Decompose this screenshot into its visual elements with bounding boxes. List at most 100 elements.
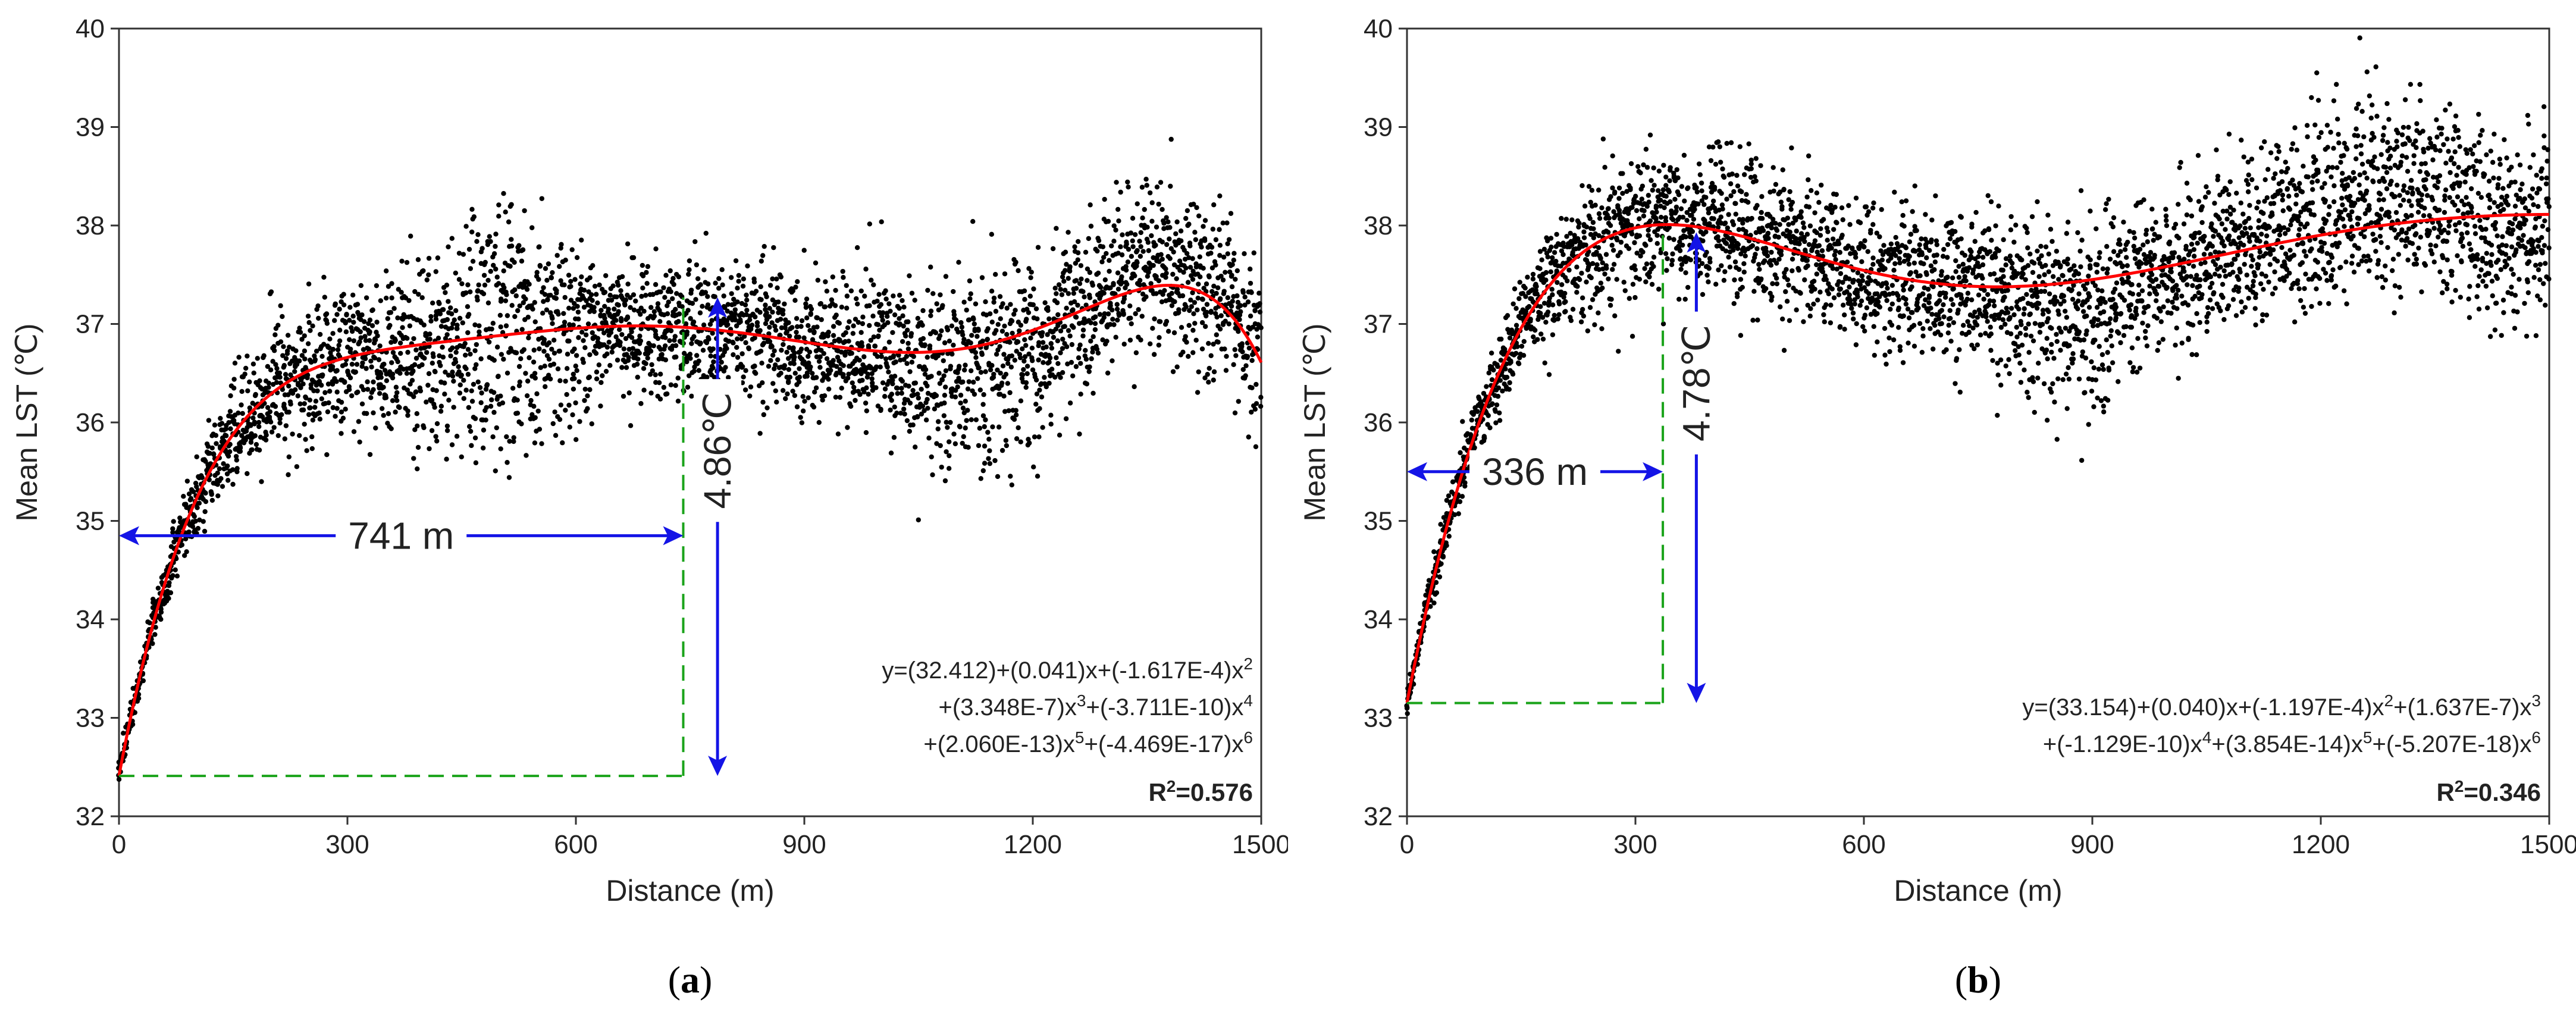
- scatter-point: [1168, 183, 1173, 189]
- scatter-point: [349, 361, 355, 367]
- scatter-point: [472, 348, 478, 353]
- scatter-point: [541, 285, 546, 290]
- scatter-point: [735, 355, 741, 360]
- scatter-point: [861, 389, 867, 394]
- scatter-point: [883, 288, 888, 293]
- scatter-point: [457, 390, 463, 396]
- scatter-point: [1021, 288, 1027, 294]
- scatter-point: [1575, 284, 1580, 289]
- scatter-point: [550, 321, 555, 326]
- scatter-point: [202, 509, 208, 515]
- scatter-point: [973, 350, 979, 355]
- scatter-point: [557, 416, 563, 422]
- scatter-point: [651, 343, 656, 349]
- scatter-point: [337, 306, 342, 312]
- scatter-point: [1586, 184, 1592, 189]
- scatter-point: [158, 616, 164, 622]
- scatter-point: [1519, 343, 1525, 349]
- scatter-point: [598, 380, 604, 386]
- scatter-point: [330, 405, 336, 411]
- scatter-point: [1596, 187, 1602, 193]
- scatter-point: [910, 387, 916, 393]
- scatter-point: [743, 340, 748, 346]
- scatter-point: [1080, 327, 1086, 333]
- scatter-point: [1127, 337, 1133, 343]
- scatter-point: [1583, 242, 1588, 248]
- scatter-point: [619, 274, 625, 280]
- scatter-point: [621, 346, 627, 352]
- scatter-point: [804, 374, 810, 379]
- scatter-point: [1609, 243, 1615, 248]
- scatter-point: [773, 327, 779, 333]
- scatter-point: [1127, 303, 1133, 309]
- scatter-point: [1215, 339, 1221, 345]
- scatter-point: [1674, 208, 1679, 214]
- scatter-point: [767, 283, 773, 288]
- scatter-point: [869, 376, 875, 381]
- scatter-point: [1569, 242, 1575, 248]
- scatter-point: [786, 345, 792, 350]
- scatter-point: [509, 202, 514, 207]
- scatter-point: [1211, 202, 1217, 208]
- scatter-point: [778, 371, 784, 376]
- scatter-point: [712, 374, 717, 380]
- scatter-point: [1614, 235, 1619, 241]
- scatter-point: [375, 333, 380, 339]
- scatter-point: [300, 381, 306, 387]
- scatter-point: [526, 335, 531, 341]
- scatter-point: [1198, 241, 1203, 247]
- scatter-point: [948, 364, 954, 369]
- scatter-point: [351, 429, 357, 434]
- y-tick-label: 40: [1364, 14, 1393, 43]
- scatter-point: [1145, 274, 1151, 279]
- scatter-point: [377, 343, 383, 349]
- scatter-point: [625, 241, 631, 247]
- scatter-point: [256, 424, 262, 430]
- scatter-point: [459, 372, 464, 378]
- scatter-point: [1616, 196, 1622, 201]
- delta-arrow-head-bottom: [708, 756, 728, 776]
- scatter-point: [572, 277, 578, 282]
- scatter-point: [1208, 250, 1214, 256]
- scatter-point: [1723, 248, 1729, 254]
- scatter-point: [732, 311, 738, 317]
- scatter-point: [1666, 236, 1672, 241]
- scatter-point: [471, 214, 477, 220]
- scatter-point: [1178, 228, 1184, 234]
- scatter-point: [270, 359, 275, 364]
- scatter-point: [1683, 234, 1688, 240]
- scatter-point: [1066, 328, 1071, 333]
- scatter-point: [1504, 374, 1510, 380]
- scatter-point: [1065, 361, 1070, 367]
- scatter-point: [1679, 184, 1685, 189]
- scatter-point: [1496, 385, 1502, 391]
- scatter-point: [1194, 205, 1199, 211]
- scatter-point: [1576, 224, 1581, 230]
- scatter-point: [498, 446, 503, 452]
- scatter-point: [389, 360, 394, 365]
- scatter-point: [480, 246, 485, 251]
- scatter-point: [1147, 341, 1153, 347]
- scatter-point: [437, 353, 442, 359]
- scatter-point: [973, 301, 979, 306]
- scatter-point: [399, 290, 404, 295]
- scatter-point: [1618, 250, 1623, 255]
- scatter-point: [339, 409, 344, 415]
- scatter-point: [317, 331, 323, 337]
- scatter-point: [638, 401, 644, 406]
- scatter-point: [1499, 336, 1504, 342]
- scatter-point: [183, 502, 189, 507]
- scatter-point: [1565, 278, 1570, 284]
- scatter-point: [719, 267, 725, 272]
- scatter-point: [637, 333, 643, 339]
- scatter-point: [1588, 199, 1593, 205]
- scatter-point: [1063, 268, 1068, 273]
- scatter-point: [961, 367, 967, 373]
- scatter-point: [361, 319, 367, 324]
- scatter-point: [444, 428, 450, 433]
- scatter-point: [453, 349, 459, 355]
- scatter-point: [901, 406, 907, 412]
- scatter-point: [230, 467, 236, 472]
- scatter-point: [443, 369, 448, 375]
- scatter-point: [1121, 342, 1127, 347]
